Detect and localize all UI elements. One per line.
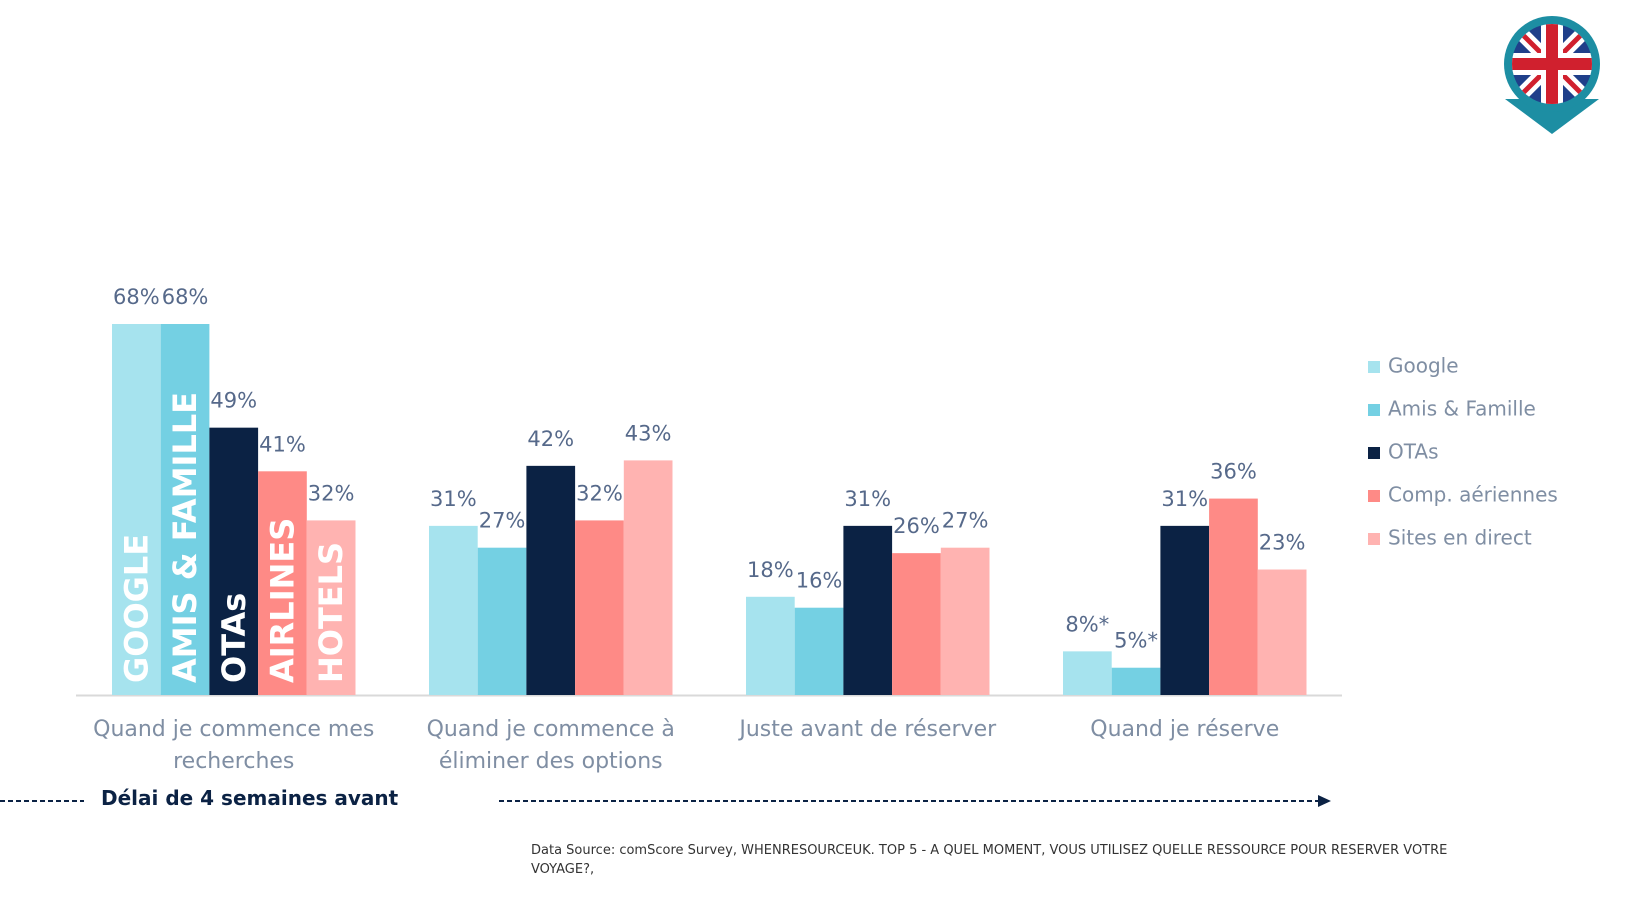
bar [892, 553, 941, 695]
bar [258, 471, 307, 695]
value-label: 42% [527, 427, 574, 451]
category-label: Quand je réserve [1090, 717, 1280, 742]
bar [160, 324, 210, 695]
legend-label: Sites en direct [1388, 526, 1532, 550]
bar [623, 460, 673, 695]
value-label: 49% [210, 389, 257, 413]
bar [477, 547, 527, 695]
in-bar-label: AIRLINES [263, 518, 301, 683]
bar [1063, 651, 1112, 695]
legend-swatch [1368, 533, 1380, 545]
timeline-label: Délai de 4 semaines avant [101, 786, 399, 810]
bar [526, 465, 576, 695]
legend-swatch [1368, 404, 1380, 416]
value-label: 68% [113, 285, 160, 309]
legend-label: OTAs [1388, 440, 1439, 464]
bar [429, 525, 478, 695]
legend-swatch [1368, 447, 1380, 459]
legend-swatch [1368, 361, 1380, 373]
value-label: 26% [893, 514, 940, 538]
bar [1111, 667, 1161, 695]
bar [794, 607, 844, 695]
value-label: 68% [162, 285, 209, 309]
in-bar-label: OTAs [215, 593, 253, 683]
value-label: 27% [479, 509, 526, 533]
in-bar-label: HOTELS [312, 542, 350, 683]
value-label: 43% [625, 421, 672, 445]
bar [940, 547, 990, 695]
value-label: 36% [1210, 460, 1257, 484]
arrow-head [1318, 795, 1331, 807]
bar [1209, 498, 1258, 695]
legend-label: Amis & Famille [1388, 397, 1536, 421]
value-label: 16% [796, 569, 843, 593]
in-bar-label: AMIS & FAMILLE [166, 392, 204, 683]
value-label: 32% [308, 481, 355, 505]
category-label: Juste avant de réserver [739, 717, 997, 742]
value-label: 27% [942, 509, 989, 533]
value-label: 41% [259, 432, 306, 456]
legend-label: Google [1388, 354, 1459, 378]
bar [306, 520, 356, 695]
bar [843, 525, 893, 695]
category-label: Quand je commence à éliminer des options [426, 717, 675, 774]
flag-pin [1504, 16, 1600, 134]
value-label: 31% [844, 487, 891, 511]
bar [1257, 569, 1307, 695]
value-label: 32% [576, 481, 623, 505]
source-note: Data Source: comScore Survey, WHENRESOUR… [531, 843, 1448, 877]
bar [112, 324, 161, 695]
legend-label: Comp. aériennes [1388, 483, 1558, 507]
value-label: 18% [747, 558, 794, 582]
bar [1160, 525, 1210, 695]
value-label: 31% [430, 487, 477, 511]
bar [209, 427, 259, 695]
legend-swatch [1368, 490, 1380, 502]
value-label: 31% [1161, 487, 1208, 511]
bar [575, 520, 624, 695]
category-label: Quand je commence mes recherches [93, 717, 375, 774]
value-label: 23% [1259, 531, 1306, 555]
bar [746, 596, 795, 695]
in-bar-label: GOOGLE [117, 534, 155, 683]
value-label: 8%* [1065, 612, 1109, 636]
value-label: 5%* [1114, 629, 1158, 653]
